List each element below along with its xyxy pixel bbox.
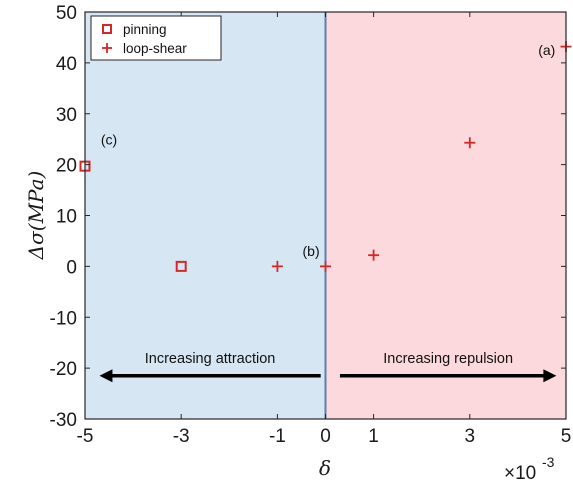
x-multiplier-exponent: -3 xyxy=(542,454,555,470)
legend-box xyxy=(90,15,222,61)
y-tick-label: 0 xyxy=(66,257,77,278)
annotations-layer: (a) (b) (c) xyxy=(101,42,555,259)
y-tick-label: 30 xyxy=(56,105,77,126)
y-tick-label: 20 xyxy=(56,156,77,177)
region-attraction xyxy=(85,12,326,419)
x-axis-multiplier: ×10 -3 xyxy=(504,454,555,484)
loop-shear-marker xyxy=(368,249,380,261)
loop-shear-marker xyxy=(271,260,283,272)
y-tick-label: -20 xyxy=(50,359,77,380)
x-tick-label: 1 xyxy=(368,426,379,447)
arrows-layer: Increasing attraction Increasing repulsio… xyxy=(99,351,557,383)
x-tick-label: -3 xyxy=(173,426,190,447)
legend-label: loop-shear xyxy=(123,41,187,56)
y-tick-label: 10 xyxy=(56,207,77,228)
y-tick-label: 40 xyxy=(56,54,77,75)
arrow-label: Increasing repulsion xyxy=(383,351,513,367)
legend-swatch-pinning xyxy=(102,24,112,34)
x-multiplier-base: ×10 xyxy=(504,463,536,484)
x-tick-label: -1 xyxy=(269,426,286,447)
arrow-repulsion: Increasing repulsion xyxy=(339,351,557,383)
arrow-head xyxy=(99,369,113,383)
x-axis-label: δ xyxy=(319,456,331,480)
legend-swatch-loop-shear xyxy=(102,43,112,53)
x-tick-label: 0 xyxy=(320,426,331,447)
x-tick-label: 5 xyxy=(561,426,572,447)
loop-shear-marker xyxy=(464,137,476,149)
y-axis-label: Δσ(MPa) xyxy=(24,171,48,261)
annotation-label: (b) xyxy=(303,243,320,259)
arrow-head xyxy=(543,369,557,383)
annotation-label: (a) xyxy=(538,42,555,58)
arrow-label: Increasing attraction xyxy=(145,351,276,367)
shaded-regions xyxy=(85,12,566,419)
x-tick-label: -5 xyxy=(77,426,94,447)
pinning-marker xyxy=(175,260,187,272)
y-tick-label: 50 xyxy=(56,3,77,24)
legend: pinning loop-shear xyxy=(90,15,222,61)
region-repulsion xyxy=(325,12,566,419)
loop-shear-marker xyxy=(320,260,331,272)
annotation-label: (c) xyxy=(101,131,117,147)
y-tick-label: -10 xyxy=(50,308,77,329)
legend-label: pinning xyxy=(123,22,167,37)
y-tick-label: -30 xyxy=(50,410,77,431)
arrow-attraction: Increasing attraction xyxy=(99,351,321,383)
x-tick-label: 3 xyxy=(465,426,476,447)
